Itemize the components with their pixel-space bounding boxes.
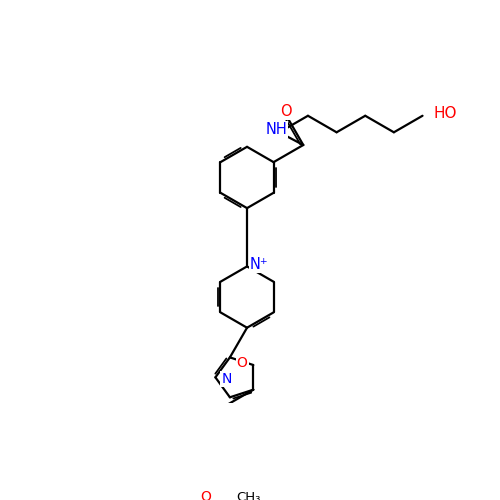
- Text: CH₃: CH₃: [236, 491, 261, 500]
- Text: N: N: [222, 372, 232, 386]
- Text: O: O: [280, 104, 292, 119]
- Text: N⁺: N⁺: [250, 257, 268, 272]
- Text: O: O: [200, 490, 210, 500]
- Text: NH: NH: [265, 122, 287, 137]
- Text: O: O: [236, 356, 248, 370]
- Text: HO: HO: [434, 106, 458, 121]
